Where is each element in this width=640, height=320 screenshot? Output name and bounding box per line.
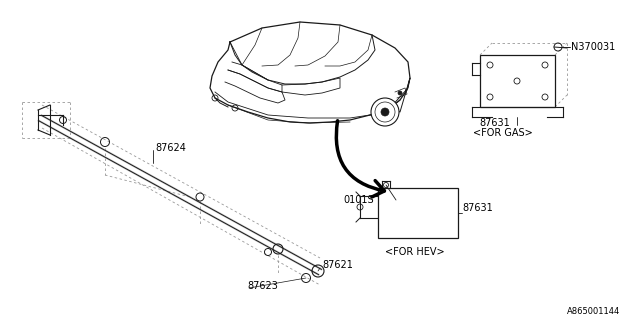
Text: 87631: 87631	[462, 203, 493, 213]
Text: A865001144: A865001144	[567, 308, 620, 316]
Text: 87624: 87624	[155, 143, 186, 153]
Bar	[480, 55, 555, 107]
Circle shape	[398, 91, 402, 95]
Text: <FOR GAS>: <FOR GAS>	[473, 128, 532, 138]
Circle shape	[381, 108, 389, 116]
FancyArrowPatch shape	[336, 121, 385, 197]
Text: <FOR HEV>: <FOR HEV>	[385, 247, 445, 257]
Circle shape	[371, 98, 399, 126]
Text: 87623: 87623	[247, 281, 278, 291]
Text: 87621: 87621	[322, 260, 353, 270]
Text: 87631: 87631	[479, 118, 509, 128]
Text: 0101S: 0101S	[343, 195, 374, 205]
Bar	[378, 188, 458, 238]
Text: N370031: N370031	[571, 42, 615, 52]
